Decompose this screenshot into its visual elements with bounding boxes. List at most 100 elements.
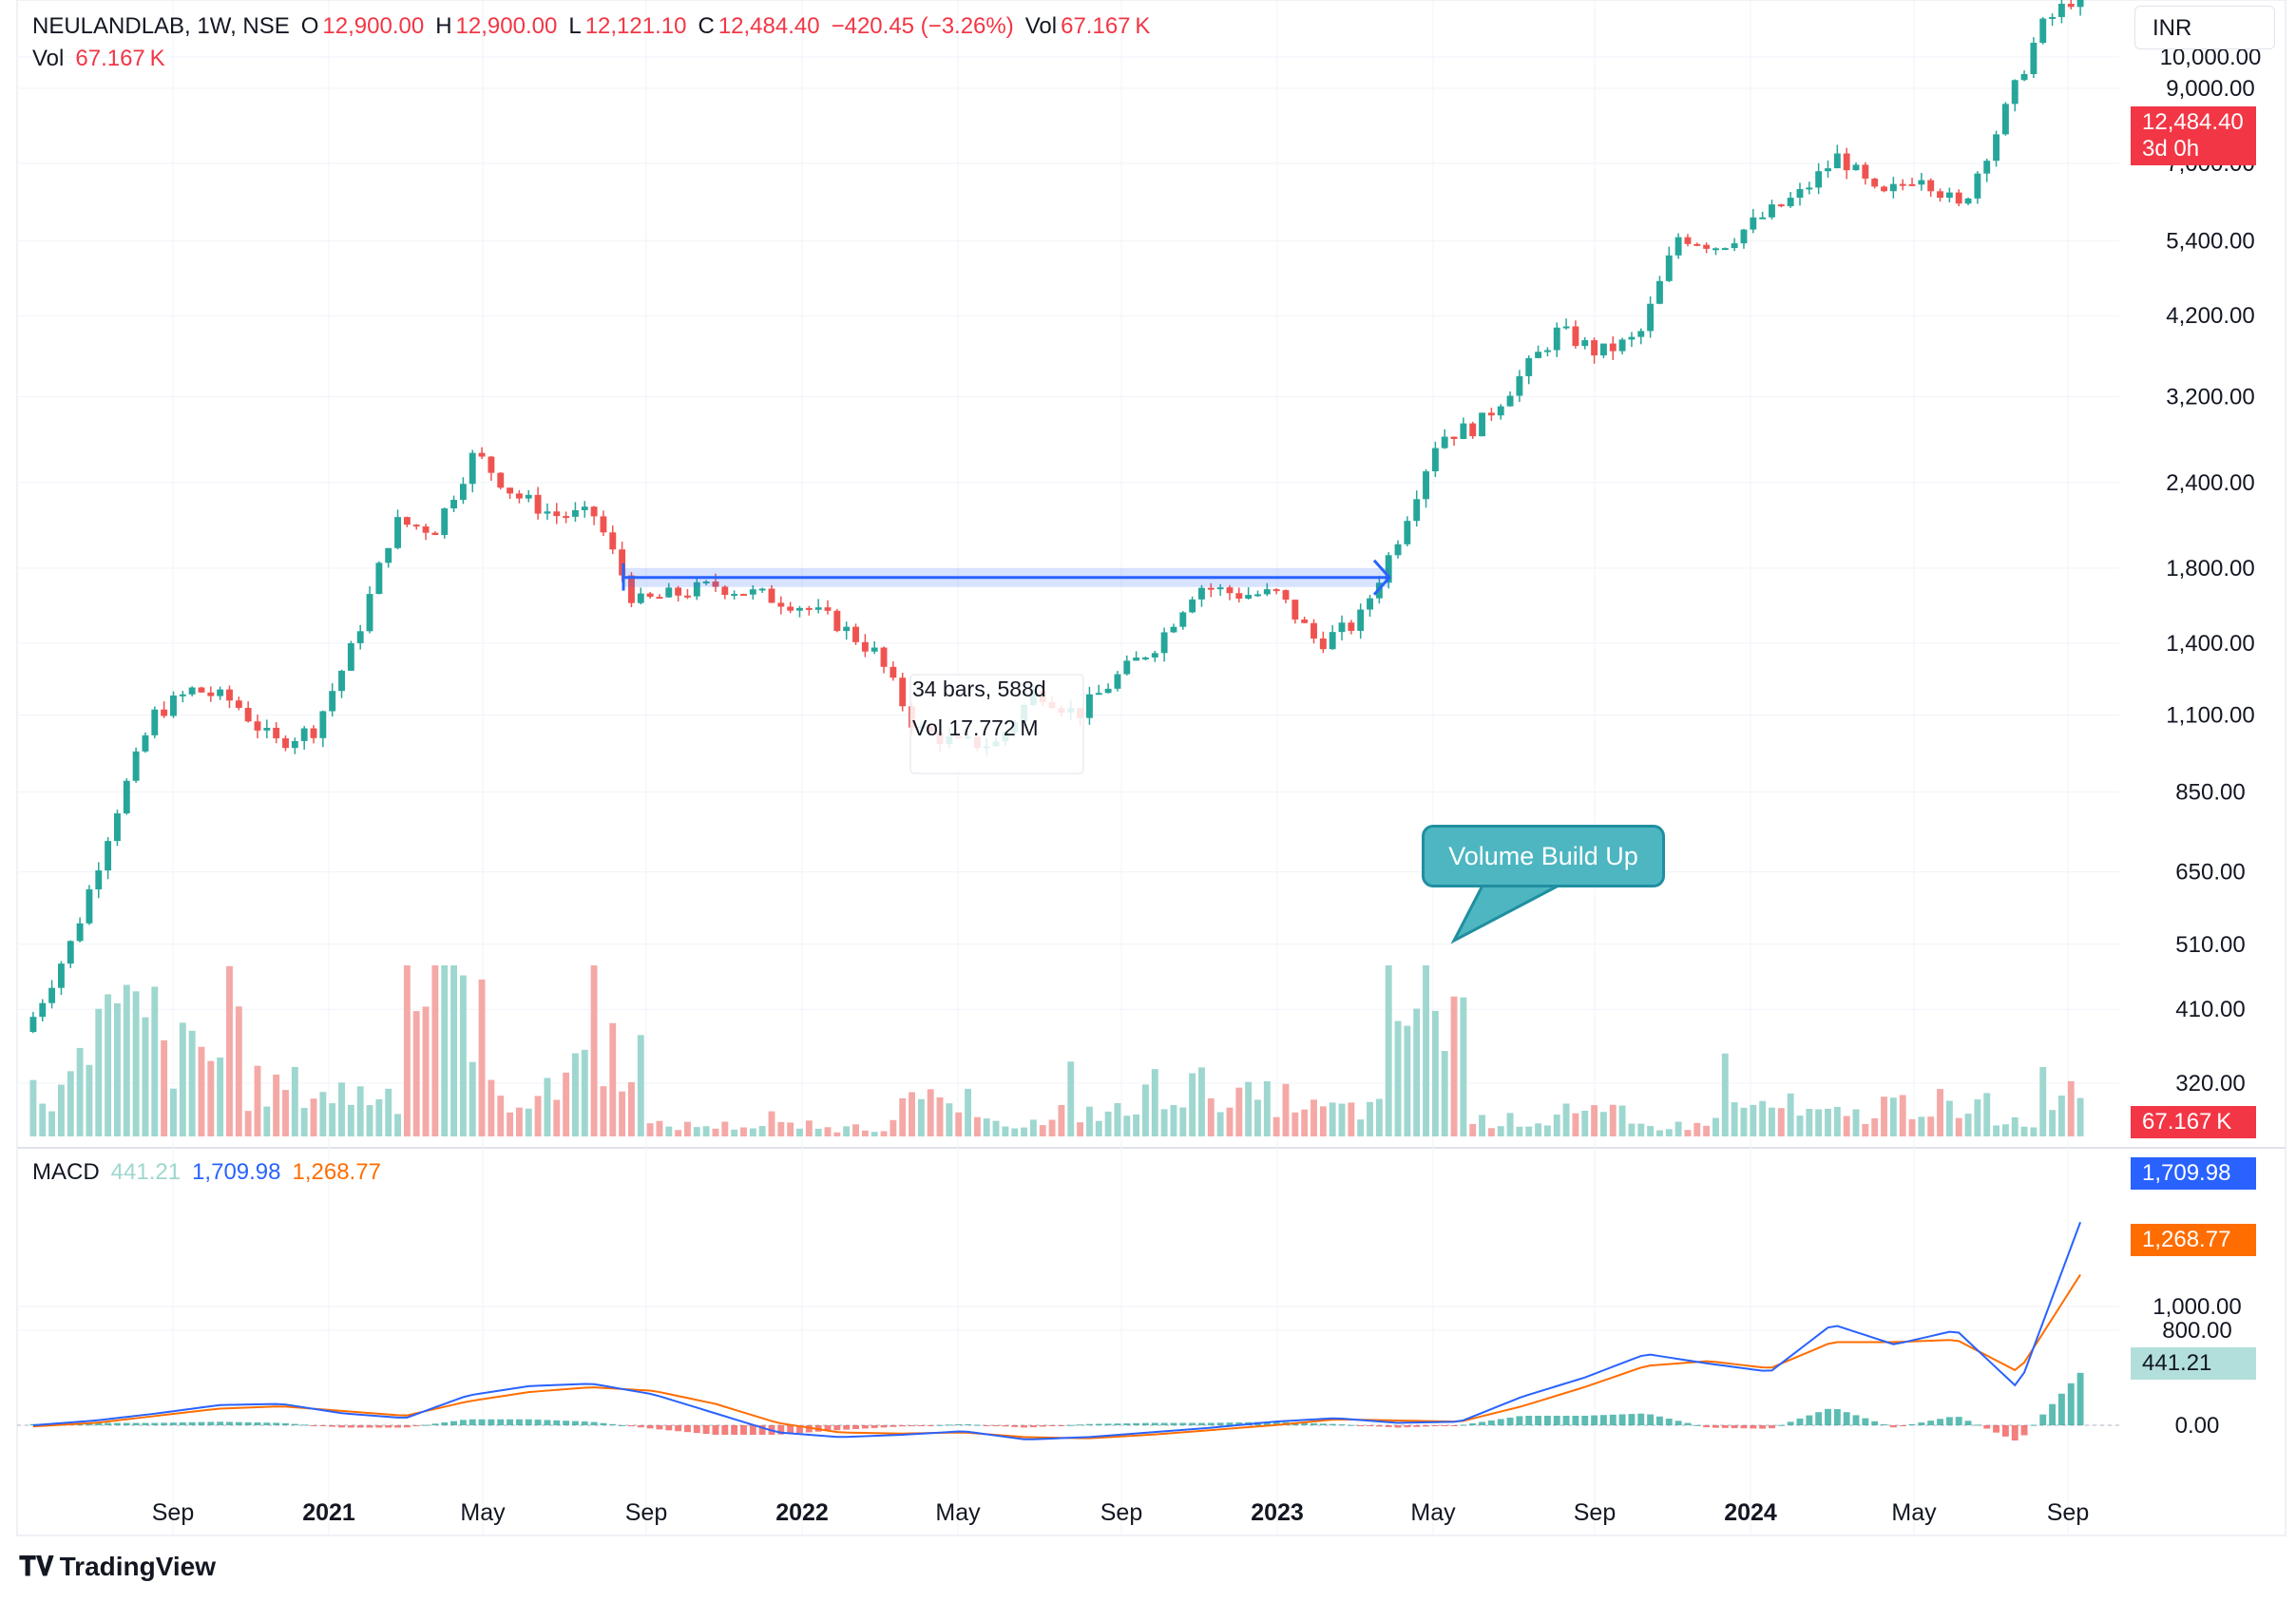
volume-bar bbox=[1871, 1117, 1879, 1136]
candle-body bbox=[619, 549, 626, 576]
candle-body bbox=[1562, 326, 1570, 329]
volume-bar bbox=[1525, 1126, 1533, 1136]
volume-bar bbox=[1021, 1127, 1028, 1136]
macd-hist-bar bbox=[1703, 1425, 1711, 1428]
volume-bar bbox=[955, 1112, 963, 1136]
tradingview-icon: 𝐓𝐕 bbox=[19, 1551, 54, 1582]
volume-bar bbox=[1945, 1100, 1953, 1136]
currency-selector[interactable]: INR bbox=[2134, 6, 2275, 49]
macd-hist-bar bbox=[497, 1419, 505, 1425]
volume-bar bbox=[1684, 1130, 1692, 1136]
candle-body bbox=[1469, 423, 1477, 437]
volume-bar bbox=[1833, 1106, 1841, 1136]
candle-body bbox=[852, 626, 859, 642]
candle-body bbox=[1712, 248, 1719, 251]
volume-bar bbox=[29, 1079, 37, 1136]
volume-bar bbox=[1311, 1099, 1317, 1136]
volume-bar bbox=[1974, 1099, 1981, 1136]
volume-bar bbox=[1394, 1020, 1402, 1136]
candle-body bbox=[758, 588, 766, 591]
candle-body bbox=[712, 582, 719, 587]
legend-symbol: NEULANDLAB, 1W, NSE bbox=[32, 13, 290, 39]
candle-body bbox=[2020, 74, 2028, 81]
volume-bar bbox=[1918, 1116, 1925, 1136]
volume-bar bbox=[263, 1106, 271, 1136]
volume-bar bbox=[1703, 1125, 1711, 1136]
volume-bar bbox=[1479, 1115, 1485, 1136]
volume-bar bbox=[132, 991, 140, 1136]
candle-body bbox=[114, 813, 121, 842]
candle-body bbox=[1628, 336, 1636, 340]
macd-hist-bar bbox=[338, 1425, 345, 1428]
time-tick-label: 2024 bbox=[1724, 1499, 1777, 1526]
macd-hist-bar bbox=[1207, 1422, 1215, 1425]
candle-body bbox=[740, 594, 747, 597]
macd-hist-bar bbox=[852, 1425, 859, 1430]
price-tick-label: 2,400.00 bbox=[2166, 470, 2254, 496]
macd-hist-bar bbox=[702, 1425, 710, 1435]
candle-body bbox=[675, 587, 682, 596]
volume-bar bbox=[824, 1127, 832, 1136]
volume-bar bbox=[1114, 1102, 1121, 1136]
volume-bar bbox=[366, 1105, 373, 1136]
macd-hist-bar bbox=[1226, 1422, 1234, 1425]
macd-hist-bar bbox=[787, 1425, 794, 1434]
macd-hist-bar bbox=[805, 1425, 813, 1433]
candle-body bbox=[497, 472, 505, 488]
volume-bar bbox=[1843, 1116, 1850, 1136]
volume-bar bbox=[1431, 1010, 1439, 1136]
volume-bar bbox=[1095, 1120, 1102, 1136]
macd-hist-bar bbox=[1665, 1419, 1673, 1425]
candle-body bbox=[1647, 303, 1655, 332]
macd-hist-bar bbox=[1311, 1422, 1317, 1425]
price-badge: 12,484.40 3d 0h bbox=[2131, 106, 2256, 165]
candle-body bbox=[1581, 340, 1589, 347]
volume-bar bbox=[1674, 1121, 1682, 1136]
candle-body bbox=[1535, 352, 1542, 358]
volume-bar bbox=[39, 1103, 47, 1136]
price-tick-label: 3,200.00 bbox=[2166, 385, 2254, 410]
tradingview-logo[interactable]: 𝐓𝐕 TradingView bbox=[19, 1551, 216, 1583]
volume-bar bbox=[1226, 1107, 1234, 1136]
candle-body bbox=[1114, 674, 1121, 689]
volume-bar bbox=[478, 979, 486, 1136]
candle-body bbox=[1235, 593, 1243, 599]
candle-body bbox=[412, 524, 420, 527]
volume-bar bbox=[105, 994, 112, 1136]
candle-body bbox=[1263, 589, 1271, 595]
candle-body bbox=[161, 709, 168, 716]
macd-hist-bar bbox=[1927, 1421, 1935, 1425]
candle-body bbox=[563, 516, 570, 519]
volume-bar bbox=[1039, 1125, 1046, 1136]
candle-body bbox=[375, 563, 383, 595]
macd-hist-bar bbox=[731, 1425, 738, 1435]
macd-hist-bar bbox=[1609, 1414, 1617, 1425]
volume-build-up-callout[interactable]: Volume Build Up bbox=[1422, 825, 1665, 887]
volume-bar bbox=[507, 1112, 514, 1136]
macd-hist-bar bbox=[899, 1425, 907, 1427]
macd-hist-bar bbox=[525, 1419, 532, 1425]
volume-badge: 67.167 K bbox=[2131, 1106, 2256, 1138]
candle-body bbox=[188, 687, 196, 695]
price-tick-label: 650.00 bbox=[2175, 860, 2245, 886]
macd-hist-bar bbox=[2049, 1403, 2057, 1425]
volume-bar bbox=[1404, 1025, 1411, 1136]
macd-hist-bar bbox=[571, 1421, 579, 1425]
macd-hist-bar bbox=[833, 1425, 841, 1431]
candle-body bbox=[1656, 280, 1663, 304]
volume-bar bbox=[1450, 996, 1458, 1136]
legend-main: NEULANDLAB, 1W, NSE O 12,900.00 H 12,900.00 L… bbox=[32, 13, 1161, 40]
legend-vol-row-value: 67.167 K bbox=[75, 46, 165, 71]
legend-low-label: L bbox=[568, 13, 582, 39]
candle-body bbox=[656, 597, 663, 600]
candle-body bbox=[1777, 204, 1785, 207]
legend-open: 12,900.00 bbox=[322, 13, 425, 39]
time-tick-label: Sep bbox=[625, 1499, 667, 1526]
candle-body bbox=[1282, 590, 1290, 601]
histogram-badge: 441.21 bbox=[2131, 1347, 2256, 1380]
time-tick-label: Sep bbox=[1574, 1499, 1616, 1526]
price-range-arrowhead bbox=[1372, 559, 1392, 596]
candle-body bbox=[1525, 357, 1533, 376]
candle-body bbox=[226, 689, 233, 701]
